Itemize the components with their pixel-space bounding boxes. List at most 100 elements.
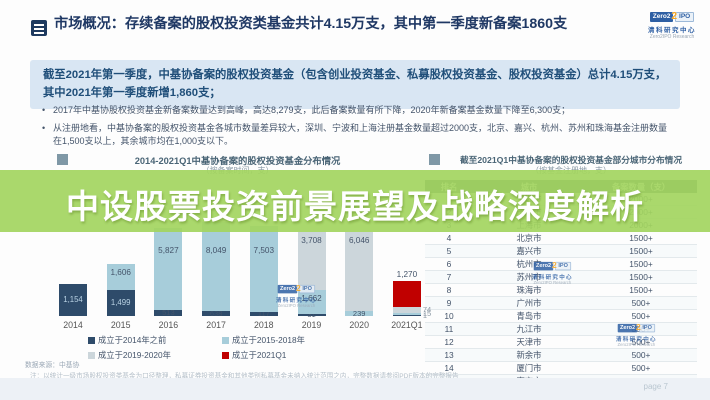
bar-segment (249, 226, 278, 312)
bar-value-label: 638 (209, 308, 223, 318)
bar-value-label: 1,662 (301, 294, 322, 303)
bar-value-label: 3,708 (301, 236, 322, 245)
bar-segment (392, 315, 421, 316)
bar-segment (392, 281, 421, 307)
table-cell: 1500+ (585, 244, 697, 258)
legend-swatch (88, 336, 95, 344)
table-cell: 广州市 (473, 296, 585, 310)
table-cell: 500+ (585, 348, 697, 362)
table-cell: 500+ (585, 361, 697, 375)
table-cell: 天津市 (473, 335, 585, 349)
zero2ipo-logo: Zero2 2 IPO 清科研究中心 Zero2IPO Research (648, 11, 696, 40)
bar-value-label: 5,827 (158, 246, 179, 255)
bar-segment (345, 232, 374, 311)
bar-value-label: 1,499 (110, 298, 131, 307)
page-title: 市场概况：存续备案的股权投资类基金共计4.15万支，其中第一季度新备案1860支 (54, 16, 568, 32)
table-row: 10 青岛市 500+ (425, 309, 697, 323)
overlay-banner (0, 170, 710, 232)
table-cell: 青岛市 (473, 309, 585, 323)
table-cell: 10 (425, 309, 473, 323)
bullet-list: 2017年中基协股权投资基金新备案数量达到高峰，高达8,279支，此后备案数量有… (42, 104, 672, 153)
table-cell: 13 (425, 348, 473, 362)
watermark-logo: Zero2 2 IPO 清科研究中心 Zero2IPO Research (616, 323, 657, 348)
table-cell: 500+ (585, 309, 697, 323)
table-cell: 厦门市 (473, 361, 585, 375)
table-title: 截至2021Q1中基协备案的股权投资基金部分城市分布情况 (459, 155, 683, 165)
bar-segment (202, 222, 231, 311)
table-row: 8 珠海市 1500+ (425, 283, 697, 297)
table-cell: 500+ (585, 296, 697, 310)
bar-segment (297, 232, 326, 290)
logo-part1: Zero2 (649, 11, 674, 22)
x-axis-label: 2014 (63, 320, 83, 330)
table-cell: 9 (425, 296, 473, 310)
table-cell: 11 (425, 322, 473, 336)
table-cell: 12 (425, 335, 473, 349)
legend-label: 成立于2015-2018年 (232, 335, 305, 345)
table-row: 13 新余市 500+ (425, 348, 697, 362)
logo-cn: 清科研究中心 (648, 26, 696, 34)
bar-segment (106, 290, 135, 316)
table-cell: 1500+ (585, 257, 697, 271)
table-cell: 500+ (585, 335, 697, 349)
legend-item: 成立于2019-2020年 (88, 349, 222, 361)
x-axis-label: 2017 (206, 320, 226, 330)
bar-segment (154, 310, 183, 316)
bar-value-label: 8,049 (205, 246, 227, 255)
summary-box: 截至2021年第一季度，中基协备案的股权投资基金（包含创业投资基金、私募股权投资… (30, 60, 680, 109)
footnote: 注：以统计一级市场股权投资类基金为口径整理，私募证券投资基金和其他类别私募基金未… (30, 373, 459, 380)
table-row: 7 苏州市 1500+ (425, 270, 697, 284)
footer-band (0, 378, 710, 400)
bar-segment (392, 307, 421, 313)
table-cell: 14 (425, 361, 473, 375)
legend-swatch (222, 351, 229, 359)
table-cell: 1500+ (585, 270, 697, 284)
page-number: page 7 (643, 382, 668, 391)
list-icon (31, 20, 47, 36)
bar-segment (249, 312, 278, 316)
table-cell: 5 (425, 244, 473, 258)
table-cell: 4 (425, 231, 473, 245)
table-cell: 1500+ (585, 231, 697, 245)
bar-value-label: 1,606 (110, 268, 131, 277)
bar-segment (392, 313, 421, 315)
bar-segment (202, 311, 231, 316)
table-row: 12 天津市 500+ (425, 335, 697, 349)
logo-en: Zero2IPO Research (649, 34, 695, 40)
bar-value-label: 1 (422, 310, 428, 320)
x-axis-label: 2018 (254, 320, 274, 330)
watermark-logo: Zero2 2 IPO 清科研究中心 Zero2IPO Research (276, 284, 317, 309)
bar-value-label: 6,046 (348, 236, 370, 245)
legend-item: 成立于2021Q1 (222, 349, 305, 361)
legend-item: 成立于2015-2018年 (222, 334, 305, 346)
bar-segment (345, 311, 374, 316)
bar-value-label: 7,503 (253, 246, 275, 255)
x-axis-label: 2019 (301, 320, 322, 330)
bar-segment (297, 314, 326, 316)
bar-segment (59, 284, 87, 316)
table-cell: 嘉兴市 (473, 244, 585, 258)
x-axis-label: 2021Q1 (391, 320, 423, 330)
table-row: 9 广州市 500+ (425, 296, 697, 310)
legend-swatch (88, 351, 95, 359)
legend-label: 成立于2014年之前 (98, 335, 167, 345)
bar-value-label: 1,270 (396, 270, 418, 279)
chart-title-marker (57, 154, 68, 165)
chart-title: 2014-2021Q1中基协备案的股权投资基金分布情况 (134, 156, 341, 166)
table-cell: 8 (425, 283, 473, 297)
logo-part2: IPO (675, 11, 695, 22)
table-row: 11九江市500+ (425, 322, 697, 336)
logo-accent: 2 (671, 11, 678, 22)
legend-swatch (222, 336, 229, 344)
bar-value-label: 1,154 (63, 295, 83, 304)
bar-value-label: 31 (307, 310, 316, 319)
table-row: 14 厦门市 500+ (425, 361, 697, 375)
bar-value-label: 239 (352, 308, 366, 318)
x-axis-label: 2020 (349, 320, 369, 330)
bar-value-label: 117 (257, 309, 270, 318)
table-cell: 1500+ (585, 283, 697, 297)
table-cell: 珠海市 (473, 283, 585, 297)
table-cell: 九江市 (473, 322, 585, 336)
bullet-item: 2017年中基协股权投资基金新备案数量达到高峰，高达8,279支，此后备案数量有… (42, 104, 672, 118)
